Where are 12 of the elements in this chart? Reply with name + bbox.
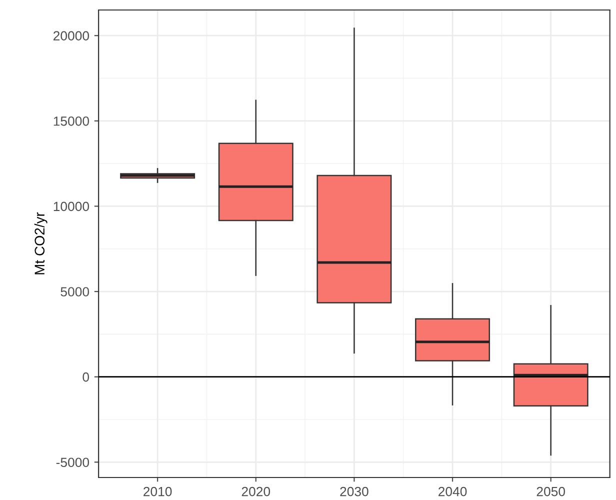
x-tick-label: 2050 (536, 486, 566, 496)
x-tick-label: 2040 (438, 486, 467, 496)
y-tick-label: 20000 (54, 31, 90, 41)
y-tick-label: 0 (82, 372, 90, 382)
y-tick-label: -5000 (56, 458, 90, 468)
x-tick-label: 2010 (144, 486, 172, 496)
y-tick-label: 15000 (54, 116, 90, 126)
y-axis-title: Mt CO2/yr (34, 212, 48, 274)
x-tick-label: 2020 (242, 486, 270, 496)
y-tick-label: 10000 (54, 202, 90, 212)
x-tick-label: 2030 (340, 486, 368, 496)
y-tick-label: 5000 (60, 287, 90, 296)
